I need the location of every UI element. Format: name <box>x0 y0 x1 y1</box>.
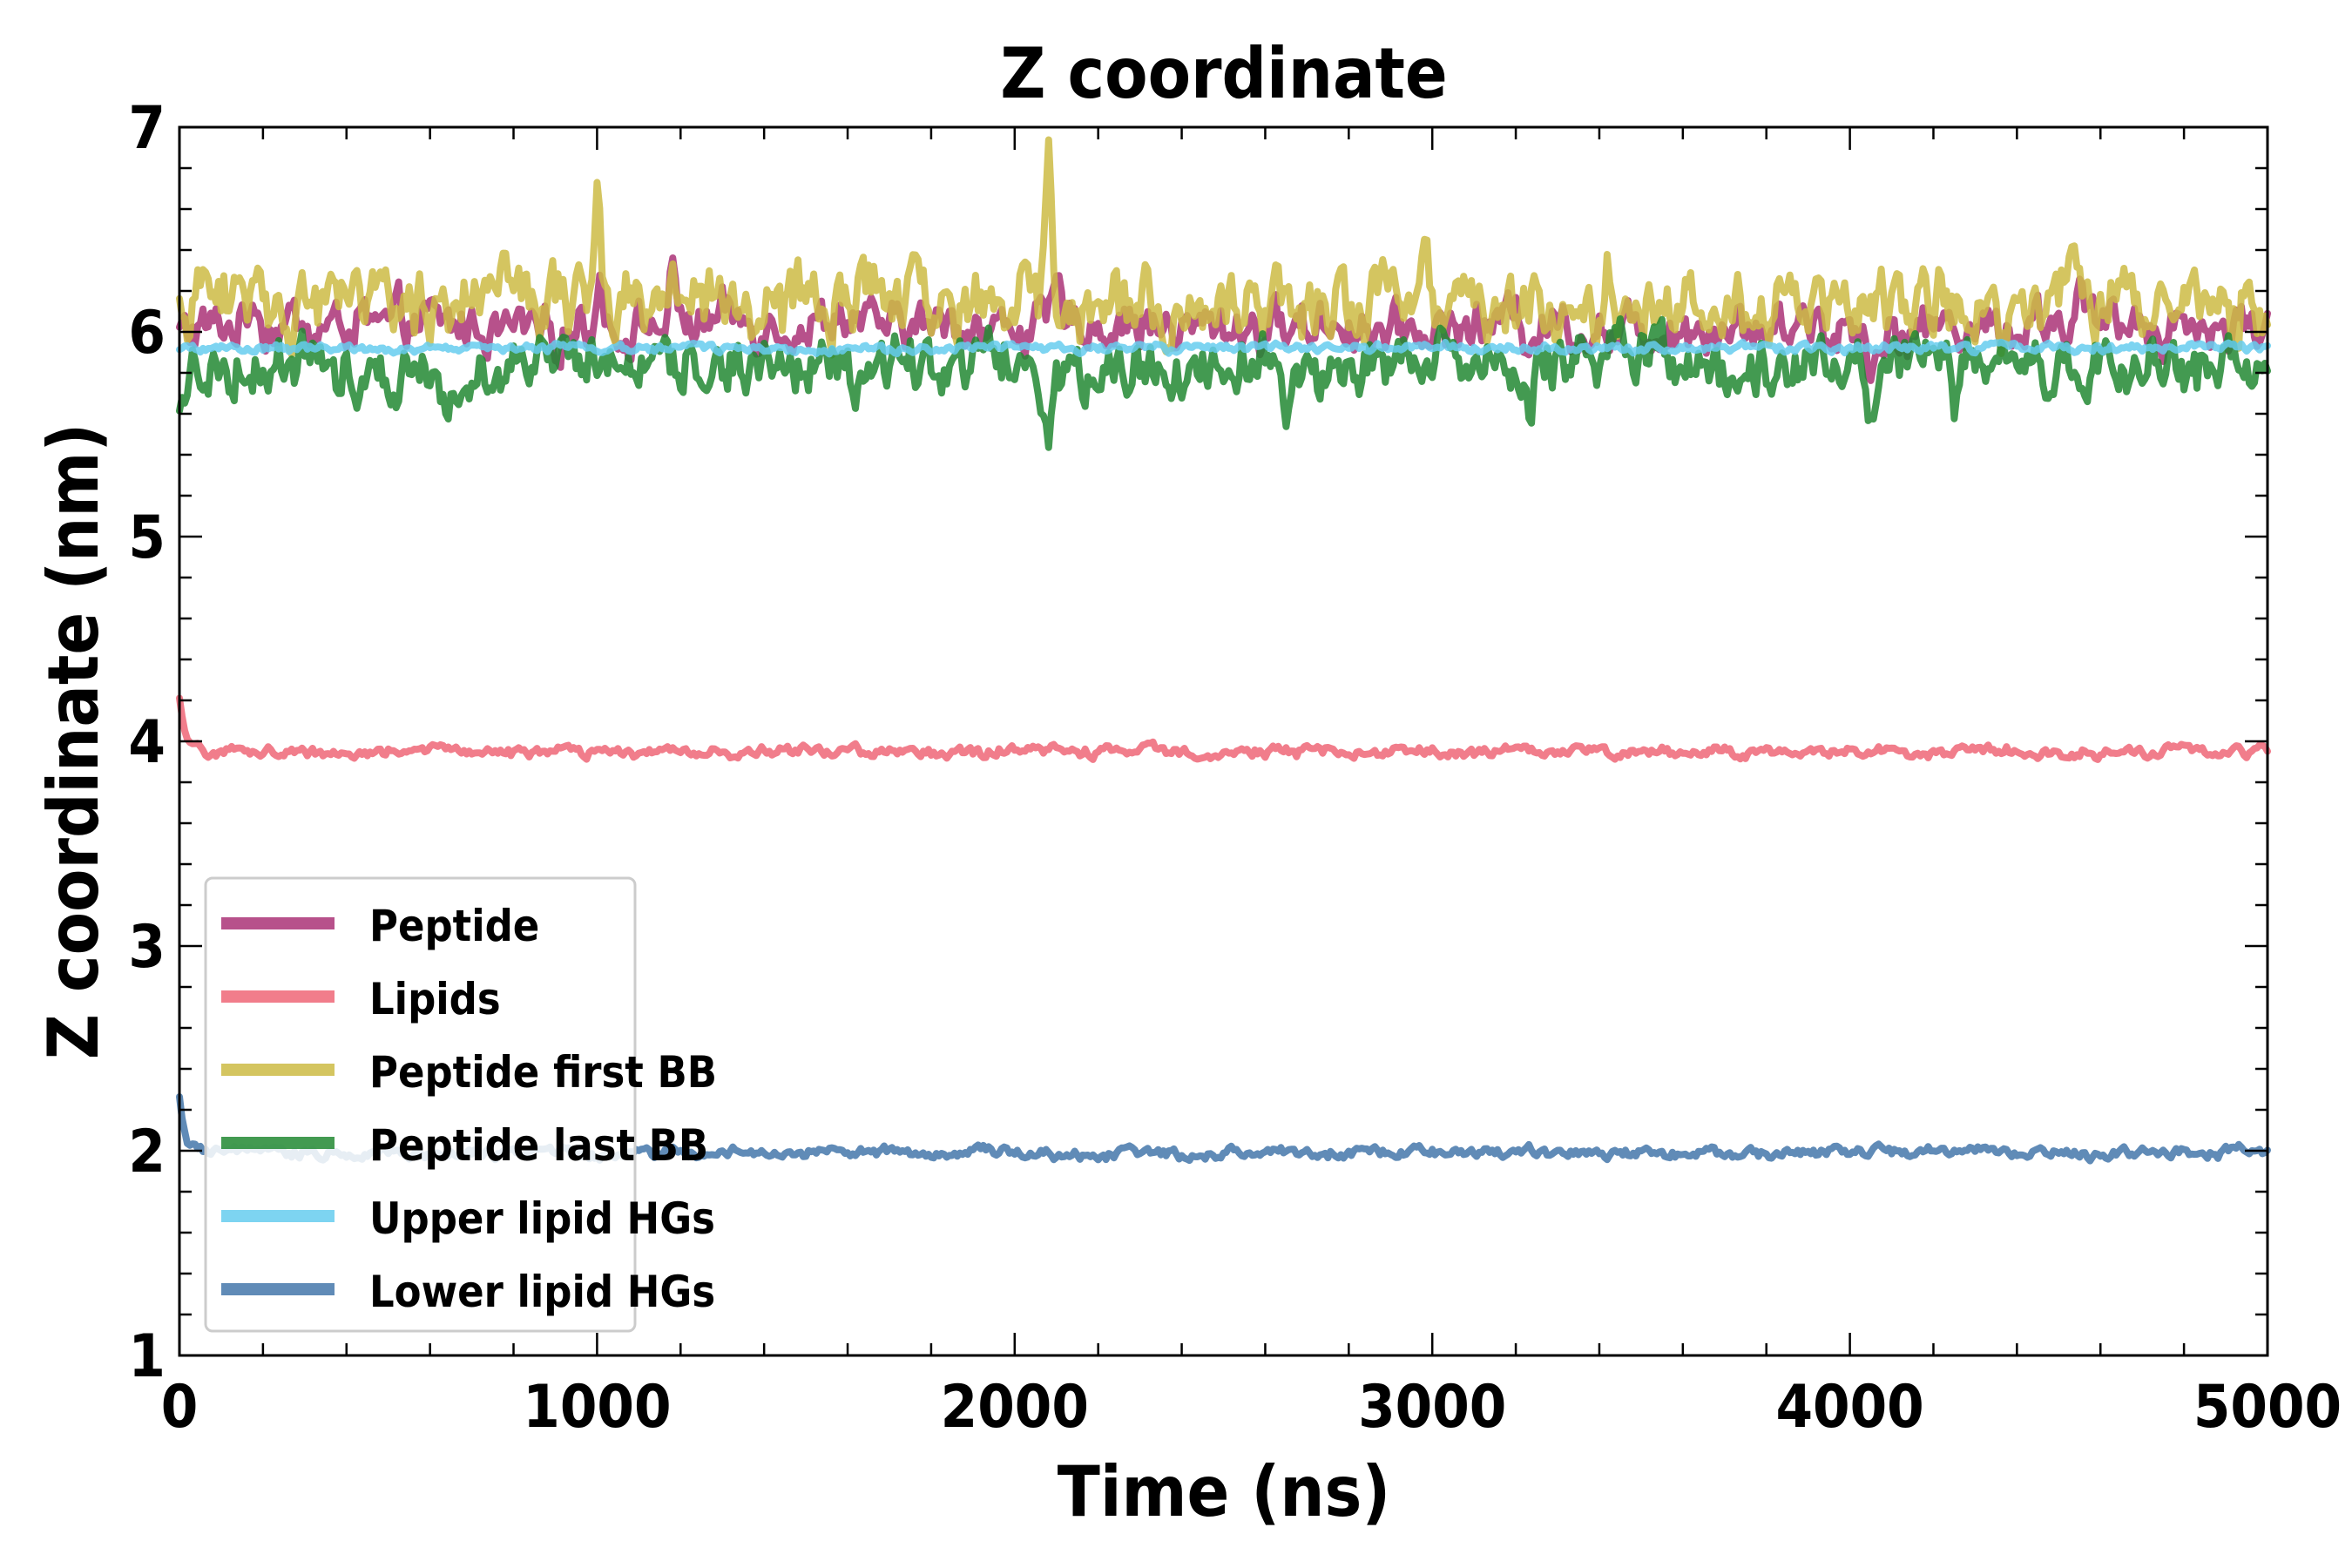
y-tick-label: 7 <box>128 94 166 163</box>
y-tick-label: 6 <box>128 299 166 368</box>
legend-label: Upper lipid HGs <box>369 1193 715 1244</box>
series-line-peptide <box>176 254 2271 384</box>
legend-label: Peptide first BB <box>369 1047 717 1098</box>
x-tick-label: 4000 <box>1775 1373 1923 1442</box>
legend: Peptide Lipids Peptide first BB Peptide las… <box>204 876 717 1333</box>
y-tick-label: 2 <box>128 1118 166 1186</box>
x-tick-labels: 0 1000 2000 3000 4000 5000 <box>161 1373 2342 1442</box>
y-axis-title: Z coordinate (nm) <box>33 423 114 1060</box>
x-tick-label: 2000 <box>941 1373 1089 1442</box>
axis-ticks <box>178 125 2269 1357</box>
series-line-peptide-first-bb <box>176 136 2271 359</box>
series-line-lipids <box>176 694 2271 763</box>
x-tick-label: 5000 <box>2193 1373 2342 1442</box>
chart-title: Z coordinate <box>1000 33 1448 114</box>
legend-label: Peptide <box>369 901 539 951</box>
y-tick-label: 4 <box>128 708 166 777</box>
y-tick-label: 3 <box>128 913 166 982</box>
legend-label: Peptide last BB <box>369 1120 708 1171</box>
y-tick-labels: 1 2 3 4 5 6 7 <box>128 94 166 1391</box>
series-line-upper-lipid-hgs <box>176 338 2271 358</box>
y-tick-label: 5 <box>128 504 166 572</box>
x-tick-label: 0 <box>161 1373 199 1442</box>
y-tick-label: 1 <box>128 1322 166 1391</box>
x-tick-label: 3000 <box>1358 1373 1506 1442</box>
legend-label: Lipids <box>369 974 501 1024</box>
series-line-peptide-last-bb <box>176 315 2271 451</box>
legend-label: Lower lipid HGs <box>369 1267 715 1317</box>
x-tick-label: 1000 <box>523 1373 671 1442</box>
x-axis-title: Time (ns) <box>1058 1451 1391 1532</box>
